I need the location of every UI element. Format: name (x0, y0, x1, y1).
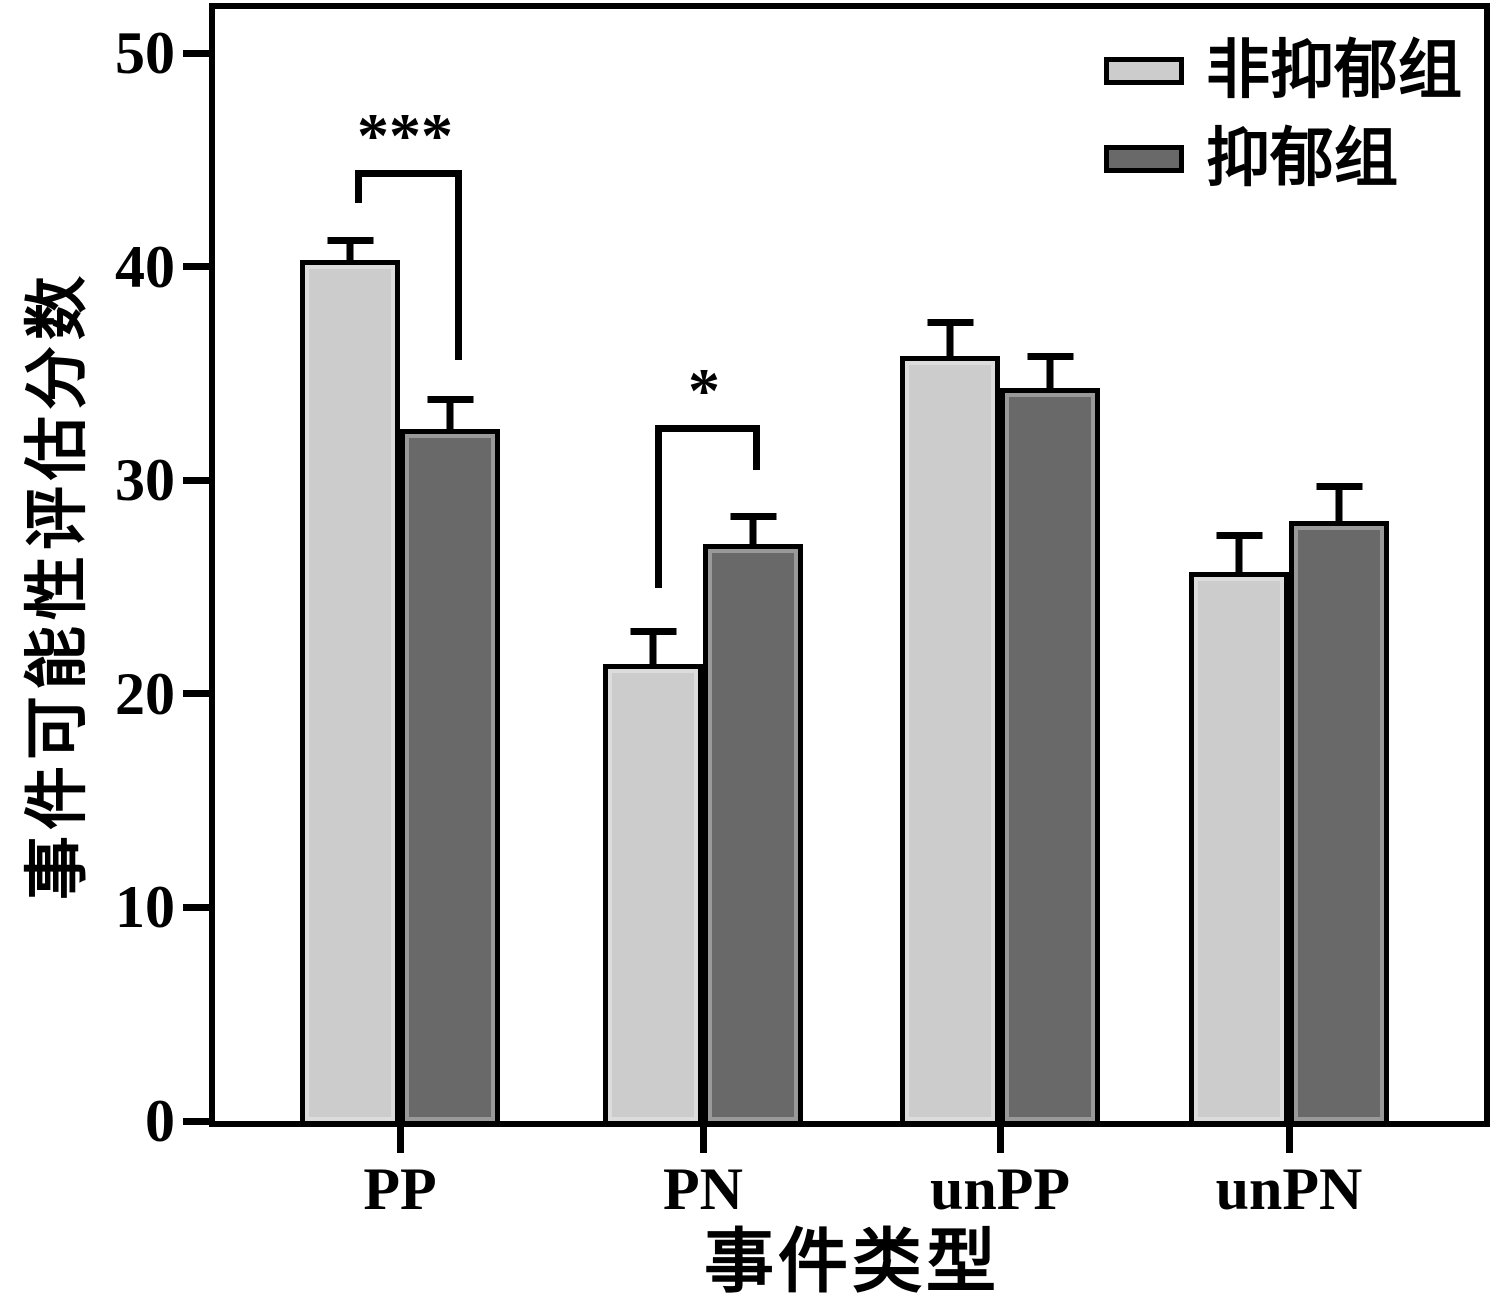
y-tick-mark (183, 476, 209, 484)
y-tick-label: 40 (115, 233, 175, 300)
bar-pair-PN (603, 512, 803, 1121)
legend-swatch-depressed (1104, 145, 1184, 173)
significance-bracket-PN (655, 425, 760, 432)
legend-item-nondepressed-group: 非抑郁组 (1104, 35, 1462, 107)
significance-label-PP: *** (357, 100, 453, 171)
y-tick-label: 50 (115, 20, 175, 86)
y-tick-mark (183, 49, 209, 57)
error-bar-cap (327, 237, 373, 245)
plot-inner: 非抑郁组 抑郁组 0 10 20 30 40 50 PP PN unPP unPN *** * (115, 9, 1484, 1219)
bar-PN-series0 (603, 628, 703, 1121)
bar-unPN-series1 (1289, 483, 1389, 1121)
y-tick-label: 20 (115, 660, 175, 727)
x-tick-mark (1285, 1127, 1293, 1153)
error-bar-unPP-series1 (1027, 352, 1073, 394)
error-bar-PN-series1 (730, 512, 776, 550)
legend: 非抑郁组 抑郁组 (1104, 35, 1462, 195)
significance-bracket-PP (355, 170, 462, 177)
x-tick-label-unPP: unPP (929, 1156, 1071, 1222)
error-bar-unPP-series0 (927, 318, 973, 362)
error-bar-cap (630, 628, 676, 636)
x-tick-mark (699, 1127, 707, 1153)
error-bar-cap (1316, 483, 1362, 491)
bar-unPP-series1 (1000, 352, 1100, 1121)
legend-item-depressed-group: 抑郁组 (1104, 123, 1462, 195)
y-tick-label: 0 (145, 1088, 175, 1154)
legend-label-depressed: 抑郁组 (1206, 123, 1398, 194)
y-axis-title: 事件可能性评估分数 (22, 270, 93, 900)
x-axis-title: 事件类型 (704, 1224, 1000, 1300)
significance-bracket-leg (455, 170, 462, 360)
error-bar-cap (927, 318, 973, 326)
error-bar-unPN-series1 (1316, 483, 1362, 526)
error-bar-PP-series1 (427, 395, 473, 434)
x-tick-label-PP: PP (363, 1156, 437, 1222)
bar-unPN-series0 (1189, 532, 1289, 1121)
y-tick-mark (183, 263, 209, 271)
bar-PP-series1 (400, 395, 500, 1121)
x-tick-label-PN: PN (663, 1156, 743, 1222)
error-bar-PP-series0 (327, 237, 373, 266)
bar-PP-series0 (300, 237, 400, 1121)
bar-unPP-series0 (900, 318, 1000, 1121)
y-tick-mark (183, 903, 209, 911)
bar-pair-unPP (900, 318, 1100, 1121)
bar-pair-unPN (1189, 483, 1389, 1121)
legend-swatch-nondepressed (1104, 57, 1184, 85)
x-tick-label-unPN: unPN (1215, 1156, 1363, 1222)
error-bar-PN-series0 (630, 628, 676, 669)
plot-area: 非抑郁组 抑郁组 0 10 20 30 40 50 PP PN unPP unPN *** * (115, 3, 1490, 1219)
error-bar-unPN-series0 (1216, 532, 1262, 578)
bar-PN-series1 (703, 512, 803, 1121)
y-tick-label: 30 (115, 447, 175, 514)
x-tick-mark (996, 1127, 1004, 1153)
significance-label-PN: * (688, 355, 720, 426)
error-bar-cap (1216, 532, 1262, 540)
y-tick-mark (183, 1117, 209, 1125)
error-bar-cap (427, 395, 473, 403)
error-bar-cap (1027, 352, 1073, 360)
significance-bracket-leg (655, 425, 662, 588)
bar-pair-PP (300, 237, 500, 1121)
y-tick-mark (183, 690, 209, 698)
error-bar-cap (730, 512, 776, 520)
x-tick-mark (396, 1127, 404, 1153)
significance-bracket-leg (355, 170, 362, 203)
legend-label-nondepressed: 非抑郁组 (1206, 35, 1462, 106)
significance-bracket-leg (753, 425, 760, 470)
y-tick-label: 10 (115, 874, 175, 941)
